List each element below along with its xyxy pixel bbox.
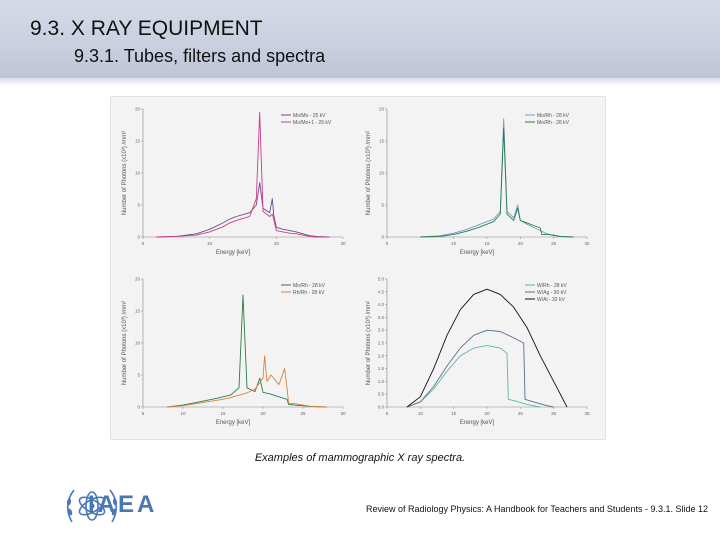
x-tick-label: 20 — [260, 411, 266, 416]
figure-caption: Examples of mammographic X ray spectra. — [254, 452, 466, 464]
y-axis-label: Number of Photons (x10³) /mm² — [366, 131, 372, 215]
header-shadow — [0, 78, 720, 86]
y-tick-label: 15 — [379, 139, 385, 144]
x-tick-label: 10 — [418, 411, 424, 416]
x-tick-label: 5 — [142, 411, 145, 416]
spectrum-chart-2: 0 10 15 20 25 30 0 5 10 15 20 Energy [keV] Number of… — [366, 107, 590, 257]
legend-entry: W/Rh - 28 kV — [537, 283, 567, 289]
x-tick-label: 25 — [551, 241, 557, 246]
y-tick-label: 1.5 — [378, 366, 385, 371]
legend-entry: Mo/Mo+1 - 25 kV — [293, 120, 332, 126]
series-line — [166, 294, 328, 408]
y-tick-label: 0 — [381, 235, 384, 240]
y-tick-label: 15 — [135, 139, 141, 144]
y-tick-label: 20 — [135, 107, 141, 112]
x-tick-label: 10 — [451, 241, 457, 246]
series-line — [420, 118, 574, 238]
x-tick-label: 10 — [207, 241, 213, 246]
x-tick-label: 25 — [518, 411, 524, 416]
y-tick-label: 5 — [137, 373, 140, 378]
iaea-logo-icon — [66, 489, 118, 523]
y-tick-label: 5.0 — [378, 277, 385, 282]
x-axis-label: Energy [keV] — [216, 420, 251, 426]
series-line — [406, 288, 568, 408]
y-tick-label: 20 — [379, 107, 385, 112]
legend-entry: W/Al - 32 kV — [537, 297, 565, 303]
x-tick-label: 5 — [386, 411, 389, 416]
x-tick-label: 15 — [220, 411, 226, 416]
x-tick-label: 35 — [584, 411, 590, 416]
legend-entry: Rh/Rh - 28 kV — [293, 290, 325, 296]
series-line — [156, 111, 330, 238]
slide-subtitle: 9.3.1. Tubes, filters and spectra — [74, 46, 326, 66]
x-tick-label: 15 — [484, 241, 490, 246]
y-tick-label: 15 — [135, 309, 141, 314]
x-axis-label: Energy [keV] — [460, 420, 495, 426]
x-tick-label: 20 — [274, 241, 280, 246]
x-tick-label: 30 — [584, 241, 590, 246]
slide-title: 9.3. X RAY EQUIPMENT — [30, 17, 263, 40]
series-line — [406, 329, 554, 408]
y-tick-label: 20 — [135, 277, 141, 282]
legend-entry: Mo/Rh - 28 kV — [537, 113, 570, 119]
y-tick-label: 0.0 — [378, 405, 385, 410]
y-tick-label: 1.0 — [378, 379, 385, 384]
y-tick-label: 4.5 — [378, 289, 385, 294]
x-tick-label: 15 — [451, 411, 457, 416]
y-tick-label: 3.0 — [378, 328, 385, 333]
y-tick-label: 5 — [137, 203, 140, 208]
y-tick-label: 2.5 — [378, 341, 385, 346]
legend-entry: Mo/Rh - 28 kV — [537, 120, 570, 126]
y-tick-label: 3.5 — [378, 315, 385, 320]
spectra-figure: 0 10 20 30 0 5 10 15 20 Energy [keV] Number of Pho… — [110, 96, 606, 440]
y-tick-label: 5 — [381, 203, 384, 208]
x-tick-label: 30 — [340, 241, 346, 246]
x-axis-label: Energy [keV] — [460, 250, 495, 256]
x-tick-label: 0 — [142, 241, 145, 246]
iaea-logo-text: IAEA — [88, 491, 158, 518]
series-line — [420, 127, 574, 238]
x-tick-label: 20 — [518, 241, 524, 246]
y-tick-label: 4.0 — [378, 302, 385, 307]
y-tick-label: 10 — [135, 171, 141, 176]
x-tick-label: 30 — [551, 411, 557, 416]
y-axis-label: Number of Photons (x10³) /mm² — [122, 301, 128, 385]
y-axis-label: Number of Photons (x10³) /mm² — [122, 131, 128, 215]
legend-entry: W/Ag - 30 kV — [537, 290, 567, 296]
y-tick-label: 10 — [379, 171, 385, 176]
series-line — [166, 355, 328, 408]
x-tick-label: 10 — [180, 411, 186, 416]
x-tick-label: 20 — [484, 411, 490, 416]
y-tick-label: 2.0 — [378, 353, 385, 358]
series-line — [156, 182, 330, 238]
slide-footer: Review of Radiology Physics: A Handbook … — [365, 504, 708, 514]
x-tick-label: 0 — [386, 241, 389, 246]
legend-entry: Mo/Mo - 25 kV — [293, 113, 326, 119]
x-tick-label: 25 — [300, 411, 306, 416]
x-tick-label: 30 — [340, 411, 346, 416]
y-tick-label: 0 — [137, 405, 140, 410]
y-tick-label: 10 — [135, 341, 141, 346]
spectrum-chart-1: 0 10 20 30 0 5 10 15 20 Energy [keV] Number of Pho… — [122, 107, 346, 257]
series-line — [406, 345, 541, 408]
y-axis-label: Number of Photons (x10³) /mm² — [366, 301, 372, 385]
spectrum-chart-4: 5 10 15 20 25 30 35 0.0 0.5 1.0 1.5 2.0 2.5 3.0 3.5 4.0… — [366, 277, 590, 427]
y-tick-label: 0 — [137, 235, 140, 240]
legend-entry: Mo/Rh - 28 kV — [293, 283, 326, 289]
x-axis-label: Energy [keV] — [216, 250, 251, 256]
y-tick-label: 0.5 — [378, 392, 385, 397]
